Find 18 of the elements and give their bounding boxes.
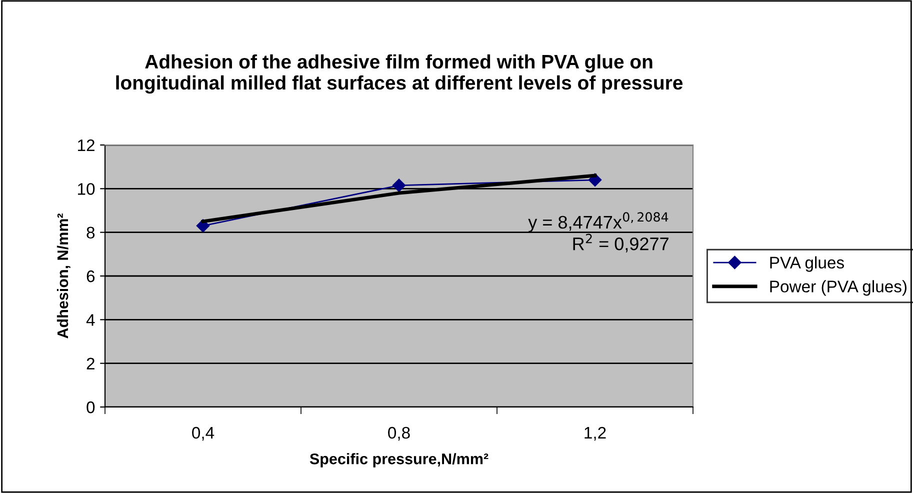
x-tick-label: 0,4 <box>192 426 214 441</box>
y-tick-label: 8 <box>86 226 95 239</box>
y-tick-label: 2 <box>86 358 94 370</box>
y-tick-label: 10 <box>78 183 95 195</box>
x-tick-label: 1,2 <box>584 426 606 441</box>
y-axis-title: Adhesion, N/mm² <box>56 214 70 338</box>
legend-label: Power (PVA glues) <box>770 280 906 296</box>
annotation: y = 8,4747x$^{0,2084}$ <box>528 212 668 232</box>
y-tick-label: 6 <box>86 270 95 282</box>
chart-title: Adhesion of the adhesive film formed with PVA glue on longitudinal milled flat surfaces at different levels of pressure <box>116 54 683 94</box>
x-axis-title: Specific pressure,N/mm² <box>310 453 488 468</box>
y-tick-label: 12 <box>78 139 94 152</box>
point <box>392 178 406 192</box>
annotation: R$^{2}$ = 0,9277 <box>573 234 668 252</box>
y-tick-label: 4 <box>86 314 95 326</box>
legend-label: PVA glues <box>770 256 844 272</box>
y-tick-label: 0 <box>86 401 95 414</box>
x-tick-label: 0,8 <box>388 426 410 441</box>
